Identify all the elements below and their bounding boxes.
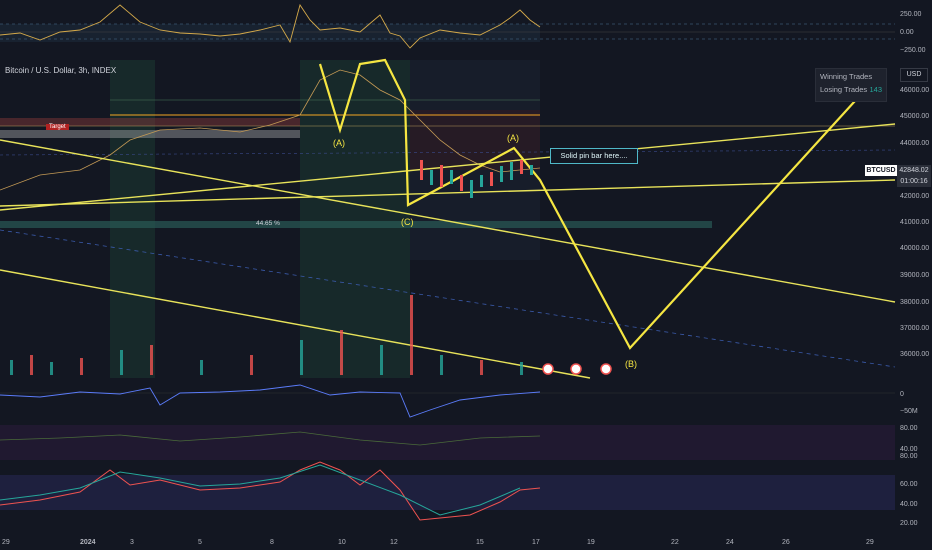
target-label: Target <box>46 124 69 130</box>
svg-text:60.00: 60.00 <box>900 481 918 488</box>
trendlines <box>0 123 896 379</box>
svg-text:36000.00: 36000.00 <box>900 351 929 358</box>
svg-text:46000.00: 46000.00 <box>900 87 929 94</box>
svg-text:−250.00: −250.00 <box>900 47 926 54</box>
svg-text:12: 12 <box>390 539 398 546</box>
wave-label-c1: (C) <box>401 217 414 227</box>
svg-text:0.00: 0.00 <box>900 29 914 36</box>
svg-text:24: 24 <box>726 539 734 546</box>
svg-text:44000.00: 44000.00 <box>900 140 929 147</box>
svg-text:17: 17 <box>532 539 540 546</box>
svg-text:−50M: −50M <box>900 408 918 415</box>
bar-countdown: 01:00:16 <box>900 178 928 185</box>
event-markers <box>542 363 612 375</box>
svg-text:37000.00: 37000.00 <box>900 325 929 332</box>
svg-text:20.00: 20.00 <box>900 520 918 527</box>
momentum-panel: 80.00 40.00 <box>0 425 918 460</box>
pin-bar-note[interactable]: Solid pin bar here.... <box>550 148 638 164</box>
svg-text:80.00: 80.00 <box>900 453 918 460</box>
winning-trades-label: Winning Trades <box>820 72 873 81</box>
delta-panel: 0 −50M <box>0 380 918 420</box>
svg-text:2024: 2024 <box>80 539 96 546</box>
last-price: 42848.02 <box>899 167 929 174</box>
candles <box>420 160 533 198</box>
last-price-tag: 42848.02 01:00:16 <box>897 165 931 187</box>
svg-text:41000.00: 41000.00 <box>900 219 929 226</box>
svg-text:40.00: 40.00 <box>900 446 918 453</box>
time-axis: 29 2024 3 5 8 10 12 15 17 19 22 24 26 29 <box>2 539 874 546</box>
svg-text:29: 29 <box>2 539 10 546</box>
symbol-header: Bitcoin / U.S. Dollar, 3h, INDEX <box>5 66 117 75</box>
svg-text:8: 8 <box>270 539 274 546</box>
winning-trades-value: 143 <box>869 85 882 94</box>
losing-trades-row: Losing Trades <box>820 83 882 96</box>
svg-text:10: 10 <box>338 539 346 546</box>
trade-stats-box: Winning Trades 143 Losing Trades <box>815 68 887 102</box>
oscillator-line <box>0 3 541 49</box>
svg-text:250.00: 250.00 <box>900 11 922 18</box>
wave-label-a1: (A) <box>333 138 345 148</box>
svg-text:45000.00: 45000.00 <box>900 113 929 120</box>
svg-text:26: 26 <box>782 539 790 546</box>
losing-trades-label: Losing Trades <box>820 85 868 94</box>
svg-text:0: 0 <box>900 391 904 398</box>
top-oscillator-panel <box>0 0 895 55</box>
svg-text:3: 3 <box>130 539 134 546</box>
svg-text:80.00: 80.00 <box>900 425 918 432</box>
percent-label: 44.65 % <box>256 220 280 227</box>
volume-bars <box>10 295 523 375</box>
svg-text:38000.00: 38000.00 <box>900 299 929 306</box>
price-axis: 46000.00 45000.00 44000.00 42000.00 4100… <box>900 11 929 358</box>
svg-text:5: 5 <box>198 539 202 546</box>
wave-path <box>318 58 866 350</box>
svg-text:39000.00: 39000.00 <box>900 272 929 279</box>
price-line <box>0 69 541 191</box>
wave-label-a2: (A) <box>507 133 519 143</box>
svg-text:22: 22 <box>671 539 679 546</box>
svg-text:19: 19 <box>587 539 595 546</box>
winning-trades-row: Winning Trades 143 <box>820 70 882 94</box>
svg-text:40000.00: 40000.00 <box>900 245 929 252</box>
svg-text:15: 15 <box>476 539 484 546</box>
svg-text:40.00: 40.00 <box>900 501 918 508</box>
wave-label-b: (B) <box>625 359 637 369</box>
main-panel <box>0 60 896 378</box>
currency-button[interactable]: USD <box>900 68 928 82</box>
ticker-badge: BTCUSD <box>865 165 897 176</box>
rsi-panel: 60.00 40.00 20.00 80.00 <box>0 453 918 527</box>
svg-text:29: 29 <box>866 539 874 546</box>
svg-text:42000.00: 42000.00 <box>900 193 929 200</box>
